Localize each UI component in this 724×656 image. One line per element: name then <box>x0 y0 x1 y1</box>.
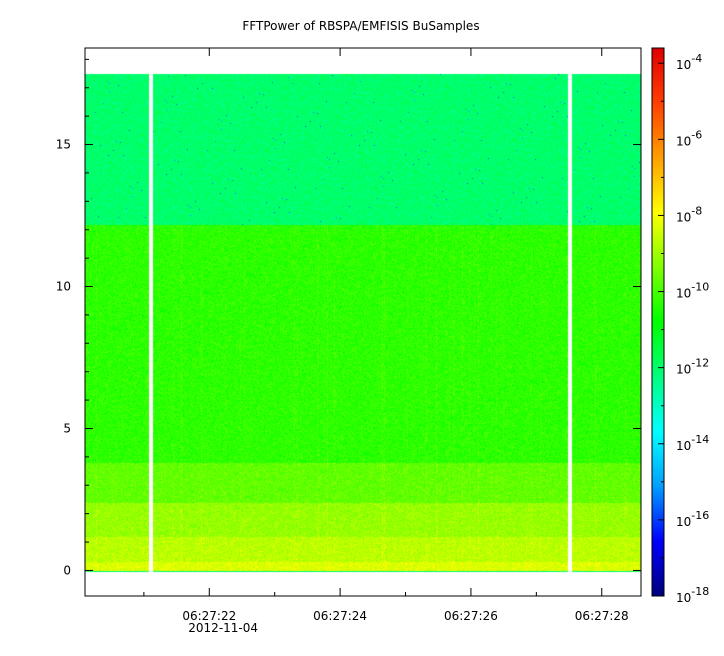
spectrogram-image <box>85 48 641 596</box>
plot-frame <box>84 47 642 597</box>
y-tick-label: 0 <box>63 563 71 577</box>
colorbar-gradient <box>652 48 664 596</box>
y-tick-label: 5 <box>63 421 71 435</box>
colorbar-tick-label: 10-4 <box>676 52 702 72</box>
y-tick-label: 10 <box>56 280 71 294</box>
colorbar-tick-label: 10-8 <box>676 204 702 224</box>
colorbar-tick-label: 10-18 <box>676 585 709 605</box>
x-tick-label: 06:27:26 <box>444 609 498 623</box>
x-tick-label: 06:27:22 <box>182 609 236 623</box>
colorbar-tick-label: 10-14 <box>676 433 709 453</box>
y-tick-label: 15 <box>56 138 71 152</box>
x-date-label: 2012-11-04 <box>188 621 258 635</box>
colorbar-tick-label: 10-12 <box>676 357 709 377</box>
colorbar-tick-label: 10-16 <box>676 509 709 529</box>
colorbar: 10-4 10-6 10-8 10-10 10-12 10-14 10-16 10-18 <box>651 47 709 605</box>
colorbar-tick-label: 10-10 <box>676 281 709 301</box>
colorbar-tick-label: 10-6 <box>676 128 702 148</box>
plot-area: 0 5 10 15 06:27:22 06:27:24 06:27:26 06:27:28 20… <box>56 47 642 635</box>
chart-title: FFTPower of RBSPA/EMFISIS BuSamples <box>242 19 479 33</box>
x-tick-label: 06:27:24 <box>313 609 367 623</box>
x-tick-label: 06:27:28 <box>575 609 629 623</box>
